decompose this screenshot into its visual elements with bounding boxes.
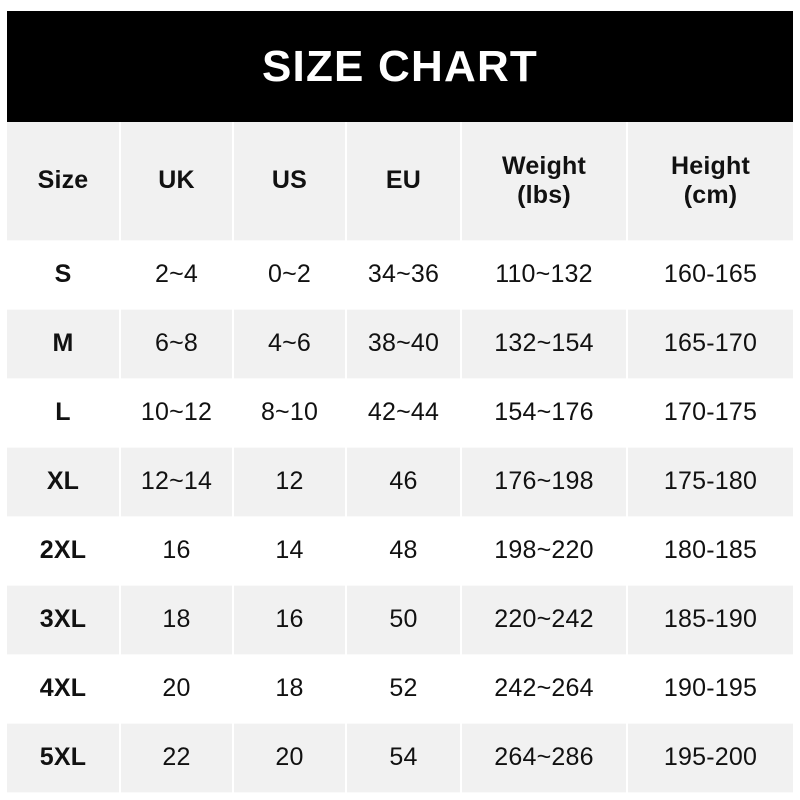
page-title: SIZE CHART <box>262 41 538 91</box>
cell-weight: 110~132 <box>461 240 628 310</box>
cell-weight: 220~242 <box>461 585 628 655</box>
cell-size: 5XL <box>7 723 121 793</box>
cell-uk: 6~8 <box>120 309 234 379</box>
cell-us: 8~10 <box>233 378 347 448</box>
column-header-us: US <box>233 122 347 241</box>
column-header-height-unit: (cm) <box>683 181 738 209</box>
cell-uk: 18 <box>120 585 234 655</box>
cell-height: 160-165 <box>627 240 793 310</box>
column-header-height: Height (cm) <box>627 122 793 241</box>
column-header-eu: EU <box>346 122 462 241</box>
table-row: 2XL 16 14 48 198~220 180-185 <box>7 516 793 586</box>
cell-eu: 46 <box>346 447 462 517</box>
cell-height: 180-185 <box>627 516 793 586</box>
size-chart-table: Size UK US EU Weight (lbs) Height (cm) <box>7 122 793 793</box>
cell-uk: 12~14 <box>120 447 234 517</box>
column-header-weight-unit: (lbs) <box>517 181 571 209</box>
column-header-height-label: Height <box>671 151 750 180</box>
table-header-row: Size UK US EU Weight (lbs) Height (cm) <box>7 122 793 241</box>
cell-us: 12 <box>233 447 347 517</box>
column-header-eu-label: EU <box>385 166 422 195</box>
cell-us: 4~6 <box>233 309 347 379</box>
table-row: S 2~4 0~2 34~36 110~132 160-165 <box>7 240 793 310</box>
column-header-size: Size <box>7 122 121 241</box>
cell-uk: 2~4 <box>120 240 234 310</box>
cell-uk: 10~12 <box>120 378 234 448</box>
cell-weight: 198~220 <box>461 516 628 586</box>
page-header-banner: SIZE CHART <box>7 11 793 122</box>
cell-height: 185-190 <box>627 585 793 655</box>
table-row: M 6~8 4~6 38~40 132~154 165-170 <box>7 309 793 379</box>
column-header-weight-label: Weight <box>501 151 587 180</box>
cell-uk: 22 <box>120 723 234 793</box>
cell-us: 18 <box>233 654 347 724</box>
cell-eu: 42~44 <box>346 378 462 448</box>
cell-size: M <box>7 309 121 379</box>
column-header-size-label: Size <box>37 166 89 195</box>
cell-us: 16 <box>233 585 347 655</box>
cell-eu: 48 <box>346 516 462 586</box>
column-header-weight: Weight (lbs) <box>461 122 628 241</box>
cell-eu: 34~36 <box>346 240 462 310</box>
cell-weight: 176~198 <box>461 447 628 517</box>
cell-size: 3XL <box>7 585 121 655</box>
cell-eu: 50 <box>346 585 462 655</box>
table-row: 4XL 20 18 52 242~264 190-195 <box>7 654 793 724</box>
cell-height: 190-195 <box>627 654 793 724</box>
cell-eu: 52 <box>346 654 462 724</box>
cell-us: 14 <box>233 516 347 586</box>
cell-height: 175-180 <box>627 447 793 517</box>
cell-weight: 264~286 <box>461 723 628 793</box>
table-row: 5XL 22 20 54 264~286 195-200 <box>7 723 793 793</box>
column-header-uk: UK <box>120 122 234 241</box>
cell-size: S <box>7 240 121 310</box>
cell-uk: 16 <box>120 516 234 586</box>
cell-us: 20 <box>233 723 347 793</box>
cell-us: 0~2 <box>233 240 347 310</box>
column-header-uk-label: UK <box>158 166 195 195</box>
cell-height: 195-200 <box>627 723 793 793</box>
cell-weight: 154~176 <box>461 378 628 448</box>
column-header-us-label: US <box>271 166 308 195</box>
cell-size: XL <box>7 447 121 517</box>
cell-size: 2XL <box>7 516 121 586</box>
cell-eu: 38~40 <box>346 309 462 379</box>
cell-size: L <box>7 378 121 448</box>
cell-weight: 242~264 <box>461 654 628 724</box>
table-row: L 10~12 8~10 42~44 154~176 170-175 <box>7 378 793 448</box>
cell-size: 4XL <box>7 654 121 724</box>
table-row: XL 12~14 12 46 176~198 175-180 <box>7 447 793 517</box>
table-row: 3XL 18 16 50 220~242 185-190 <box>7 585 793 655</box>
cell-uk: 20 <box>120 654 234 724</box>
cell-height: 165-170 <box>627 309 793 379</box>
cell-eu: 54 <box>346 723 462 793</box>
cell-height: 170-175 <box>627 378 793 448</box>
cell-weight: 132~154 <box>461 309 628 379</box>
